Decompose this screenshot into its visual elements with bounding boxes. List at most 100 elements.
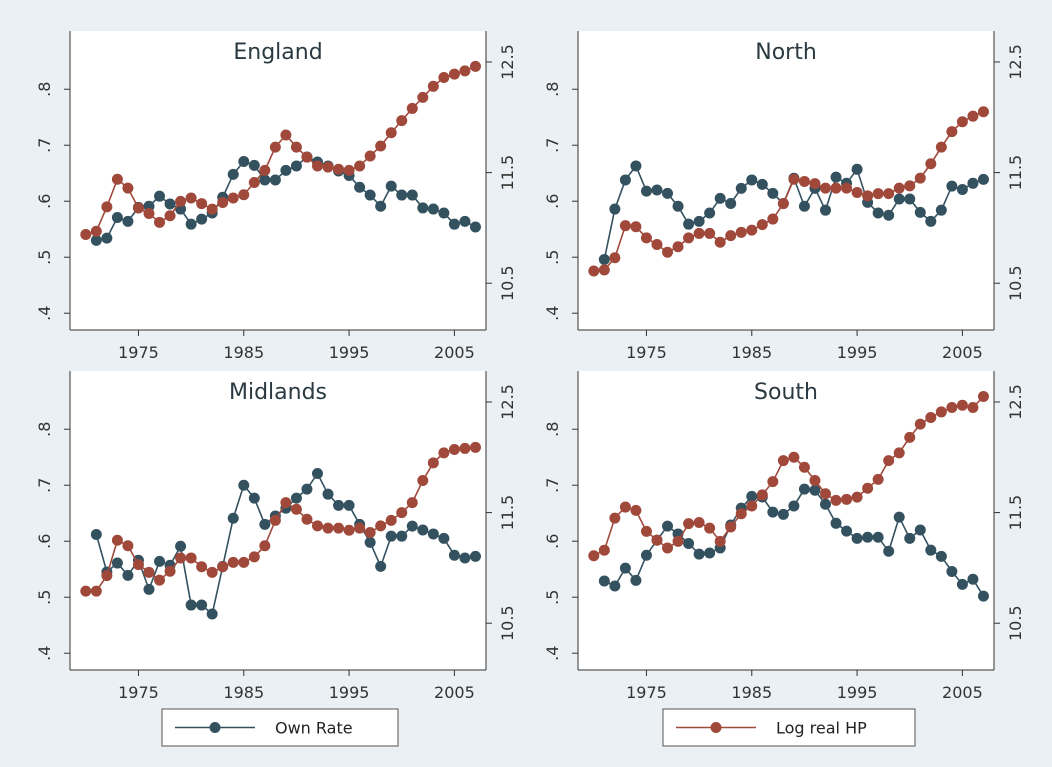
- y-tick-label: .4: [35, 646, 54, 661]
- point: [819, 182, 831, 194]
- point: [777, 508, 789, 520]
- point: [111, 534, 123, 546]
- point: [280, 164, 292, 176]
- point: [967, 110, 979, 122]
- point: [448, 68, 460, 80]
- point: [662, 520, 674, 532]
- point: [798, 461, 810, 473]
- point: [217, 196, 229, 208]
- point: [767, 213, 779, 225]
- point: [598, 264, 610, 276]
- point: [893, 182, 905, 194]
- x-tick-label: 1975: [118, 683, 159, 702]
- point: [756, 489, 768, 501]
- point: [683, 518, 695, 530]
- point: [693, 227, 705, 239]
- point: [788, 500, 800, 512]
- point: [448, 444, 460, 456]
- point: [914, 418, 926, 430]
- point: [714, 236, 726, 248]
- point: [841, 182, 853, 194]
- point: [830, 494, 842, 506]
- point: [609, 580, 621, 592]
- point: [364, 150, 376, 162]
- point: [175, 552, 187, 564]
- panel-title: North: [755, 40, 817, 65]
- legend-marker: [710, 722, 722, 733]
- plot-area: [578, 31, 994, 330]
- y2-tick-label: 12.5: [1006, 384, 1025, 420]
- point: [175, 540, 187, 552]
- point: [375, 520, 387, 532]
- point: [259, 540, 271, 552]
- point: [238, 556, 250, 568]
- point: [111, 211, 123, 223]
- point: [122, 182, 134, 194]
- point: [364, 536, 376, 548]
- point: [301, 513, 313, 525]
- y-tick-label: .6: [543, 194, 562, 209]
- point: [354, 181, 366, 193]
- point: [619, 562, 631, 574]
- point: [956, 578, 968, 590]
- panel-title: Midlands: [229, 380, 327, 405]
- point: [175, 195, 187, 207]
- point: [459, 215, 471, 227]
- point: [588, 265, 600, 277]
- x-tick-label: 2005: [434, 683, 475, 702]
- point: [385, 530, 397, 542]
- point: [662, 187, 674, 199]
- point: [977, 590, 989, 602]
- point: [946, 126, 958, 138]
- legend-label: Log real HP: [776, 719, 867, 738]
- point: [143, 208, 155, 220]
- point: [651, 534, 663, 546]
- point: [90, 225, 102, 237]
- y2-tick-label: 10.5: [1006, 265, 1025, 301]
- point: [925, 544, 937, 556]
- point: [438, 532, 450, 544]
- point: [396, 530, 408, 542]
- point: [185, 218, 197, 230]
- point: [90, 234, 102, 246]
- point: [459, 442, 471, 454]
- point: [259, 518, 271, 530]
- y-tick-label: .4: [543, 646, 562, 661]
- point: [925, 411, 937, 423]
- point: [872, 207, 884, 219]
- point: [333, 522, 345, 534]
- y-tick-label: .7: [35, 138, 54, 153]
- point: [301, 151, 313, 163]
- point: [809, 484, 821, 496]
- point: [693, 517, 705, 529]
- point: [154, 574, 166, 586]
- point: [375, 560, 387, 572]
- point: [469, 60, 481, 72]
- point: [196, 213, 208, 225]
- point: [290, 160, 302, 172]
- point: [269, 141, 281, 153]
- x-tick-label: 1995: [329, 343, 370, 362]
- point: [640, 185, 652, 197]
- point: [704, 522, 716, 534]
- point: [290, 141, 302, 153]
- point: [417, 91, 429, 103]
- point: [427, 80, 439, 92]
- y2-tick-label: 10.5: [498, 605, 517, 641]
- point: [872, 473, 884, 485]
- point: [830, 517, 842, 529]
- point: [914, 206, 926, 218]
- point: [851, 491, 863, 503]
- legend-marker: [209, 722, 221, 733]
- point: [967, 177, 979, 189]
- point: [956, 116, 968, 128]
- point: [311, 467, 323, 479]
- x-tick-label: 2005: [942, 343, 983, 362]
- point: [851, 187, 863, 199]
- x-tick-label: 1975: [626, 683, 667, 702]
- point: [238, 189, 250, 201]
- point: [343, 524, 355, 536]
- point: [227, 168, 239, 180]
- point: [385, 180, 397, 192]
